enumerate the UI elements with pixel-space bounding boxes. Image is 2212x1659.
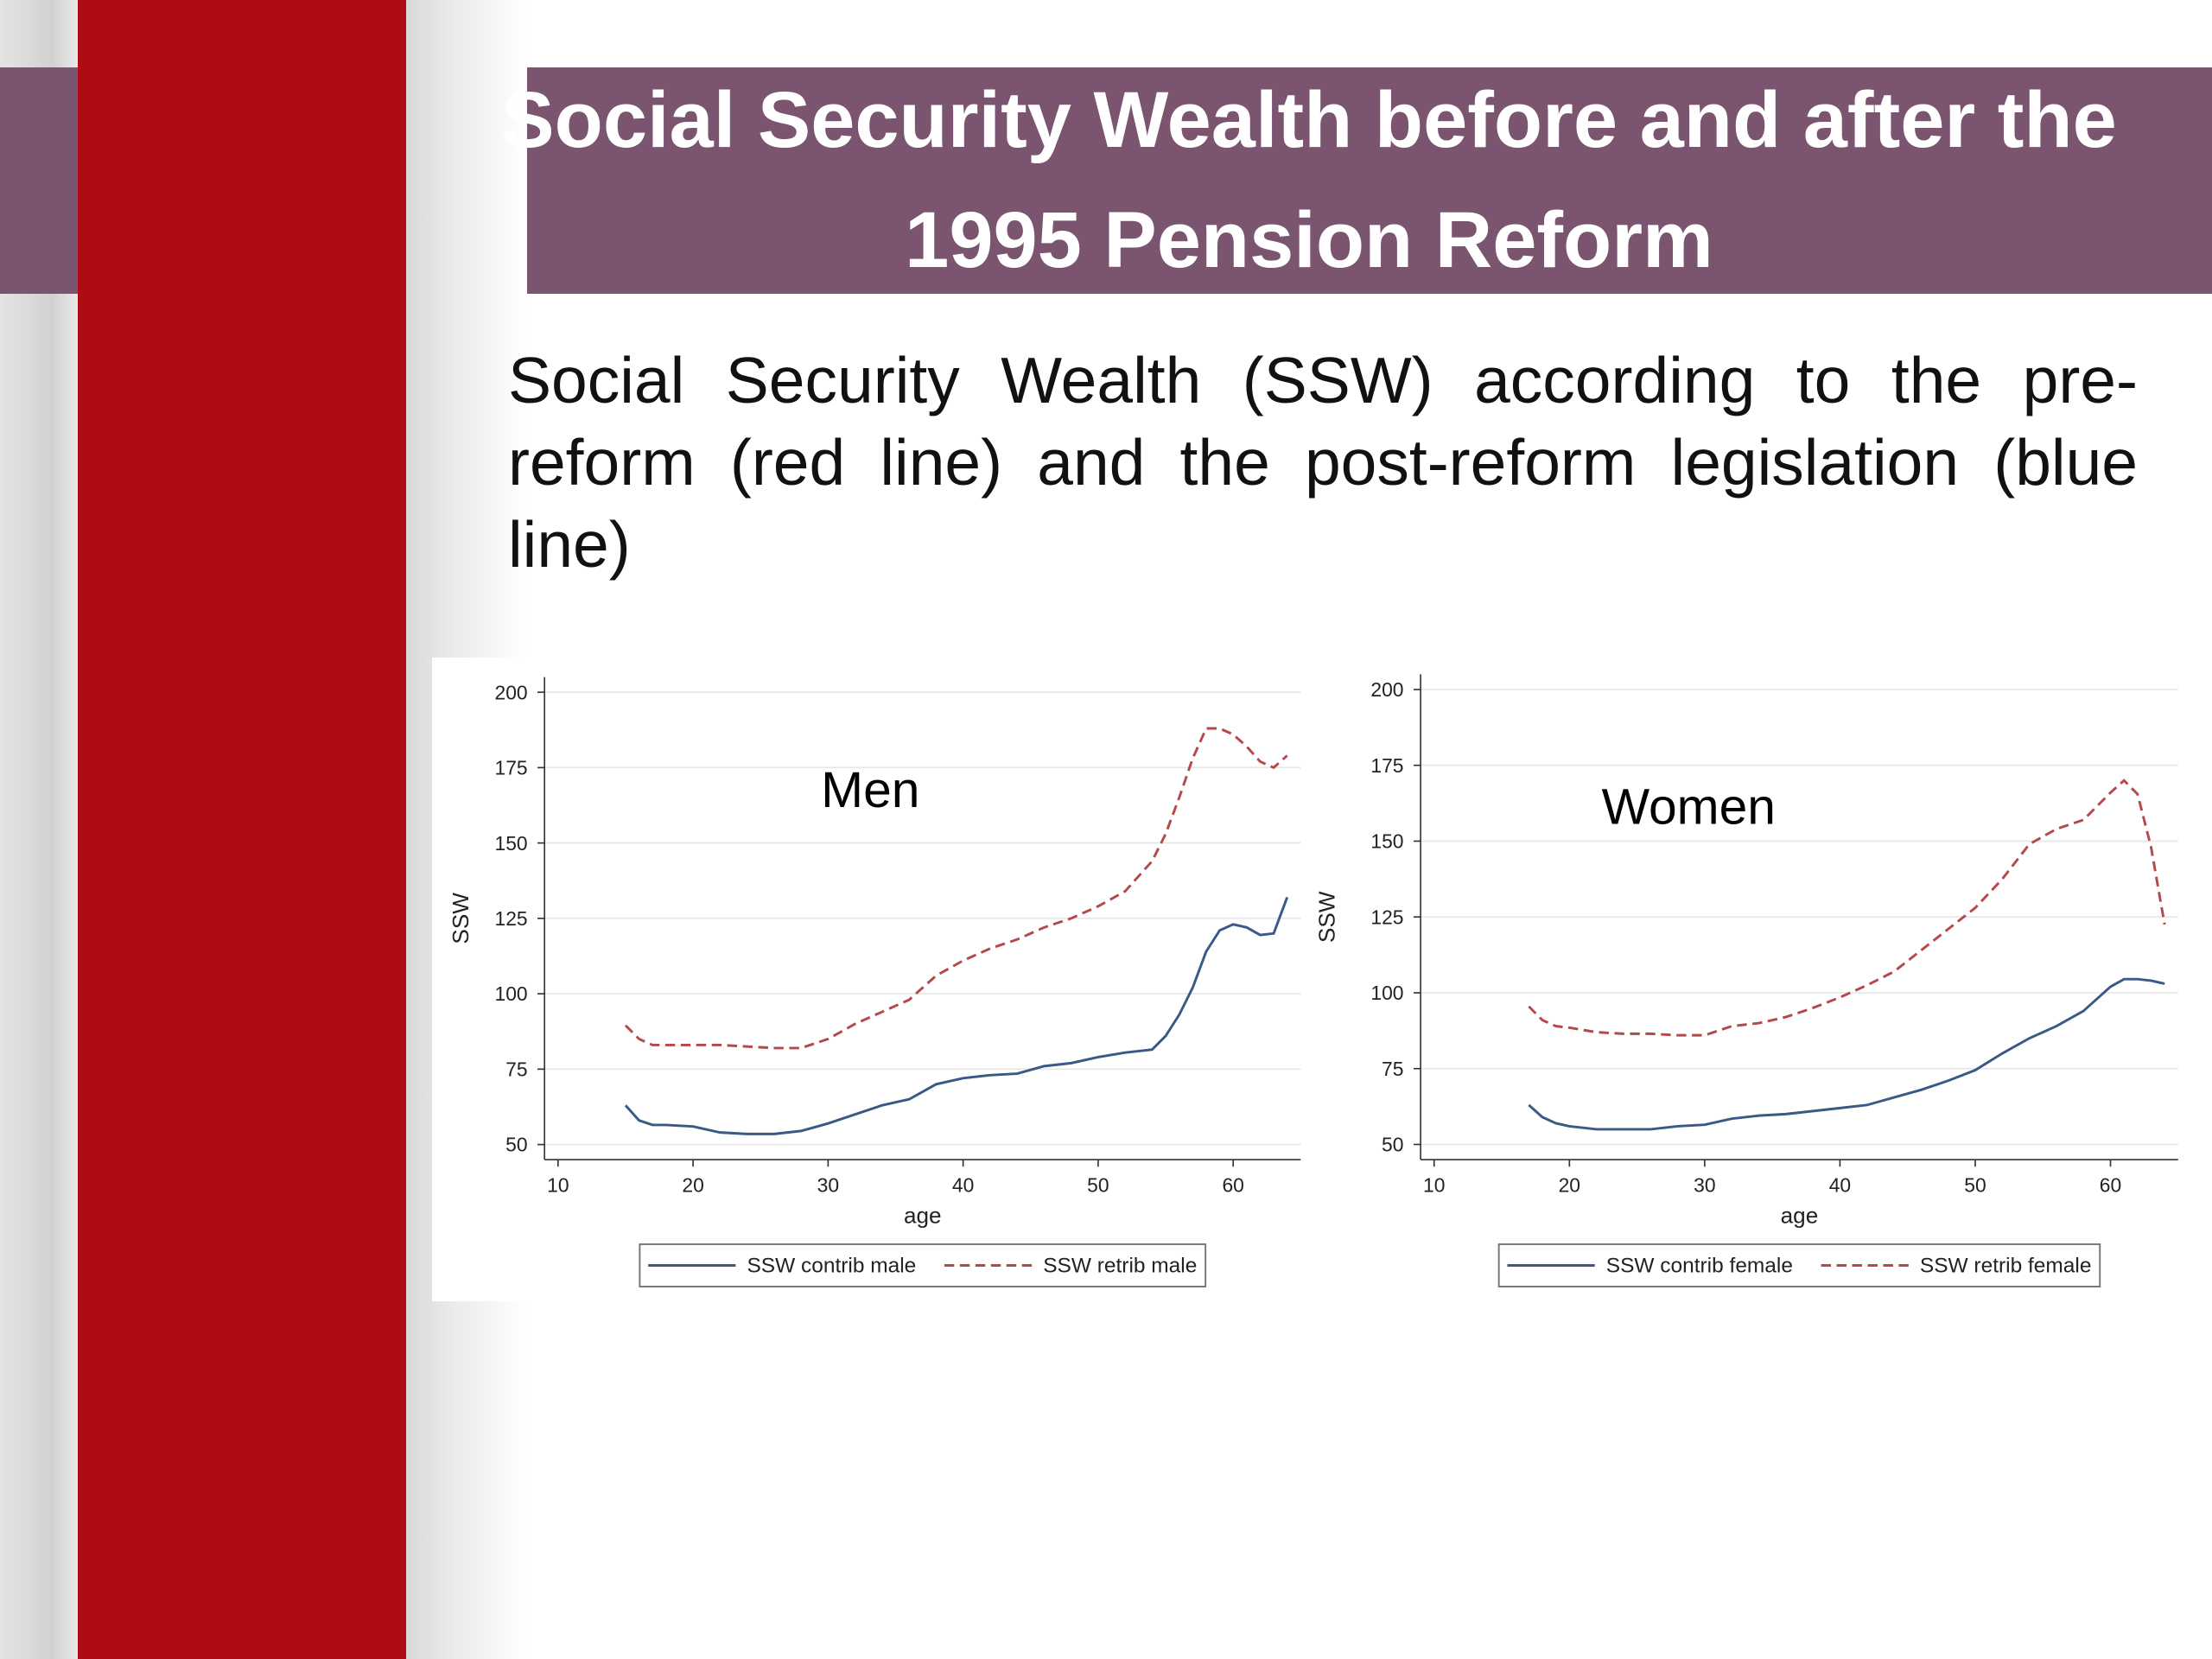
y-tick-label: 175 <box>1370 754 1403 777</box>
y-tick-label: 125 <box>494 907 527 930</box>
x-tick-label: 10 <box>547 1174 569 1197</box>
legend: SSW contrib male SSW retrib male <box>639 1243 1207 1287</box>
x-tick-label: 60 <box>1222 1174 1243 1197</box>
title-box: Social Security Wealth before and after … <box>406 67 2212 294</box>
y-axis-label: SSW <box>1313 891 1339 943</box>
x-tick-label: 60 <box>2100 1174 2121 1197</box>
annotation: Men <box>821 762 919 818</box>
chart-panel <box>432 658 1301 1301</box>
y-tick-label: 125 <box>1370 906 1403 928</box>
x-tick-label: 10 <box>1423 1174 1445 1197</box>
red-band <box>78 0 406 1659</box>
x-tick-label: 30 <box>1694 1174 1715 1197</box>
y-tick-label: 75 <box>1382 1058 1403 1080</box>
body-text: Social Security Wealth (SSW) according t… <box>508 344 2138 581</box>
y-tick-label: 100 <box>494 982 527 1005</box>
y-axis-label: SSW <box>448 893 474 944</box>
x-tick-label: 40 <box>952 1174 974 1197</box>
legend-label: SSW retrib male <box>1043 1255 1197 1278</box>
x-tick-label: 50 <box>1087 1174 1109 1197</box>
y-tick-label: 175 <box>494 757 527 779</box>
legend-box <box>1497 1243 2101 1287</box>
x-tick-label: 20 <box>1559 1174 1580 1197</box>
y-tick-label: 150 <box>494 832 527 855</box>
y-tick-label: 200 <box>1370 678 1403 701</box>
y-tick-label: 50 <box>505 1134 527 1156</box>
series-line <box>1528 977 2165 1131</box>
x-tick-label: 50 <box>1964 1174 1986 1197</box>
series-line <box>624 727 1288 1050</box>
x-tick-label: 30 <box>817 1174 839 1197</box>
slide-title: Social Security Wealth before and after … <box>501 76 2117 284</box>
x-axis-label: age <box>1781 1203 1819 1229</box>
legend-label: SSW contrib female <box>1606 1255 1793 1278</box>
y-tick-label: 150 <box>1370 830 1403 853</box>
y-tick-label: 100 <box>1370 982 1403 1004</box>
legend-label: SSW retrib female <box>1920 1255 2092 1278</box>
x-tick-label: 40 <box>1829 1174 1851 1197</box>
annotation: Women <box>1602 779 1776 835</box>
series-line <box>624 896 1289 1135</box>
y-tick-label: 75 <box>505 1058 527 1081</box>
y-tick-label: 50 <box>1382 1134 1403 1156</box>
x-axis-label: age <box>904 1203 942 1229</box>
x-tick-label: 20 <box>682 1174 703 1197</box>
legend-label: SSW contrib male <box>747 1255 916 1278</box>
legend: SSW contrib female SSW retrib female <box>1497 1243 2101 1287</box>
y-tick-label: 200 <box>494 681 527 703</box>
